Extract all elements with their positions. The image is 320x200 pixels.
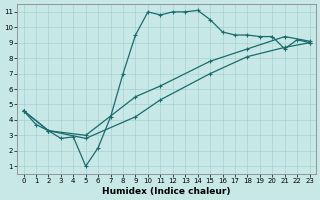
X-axis label: Humidex (Indice chaleur): Humidex (Indice chaleur) <box>102 187 231 196</box>
